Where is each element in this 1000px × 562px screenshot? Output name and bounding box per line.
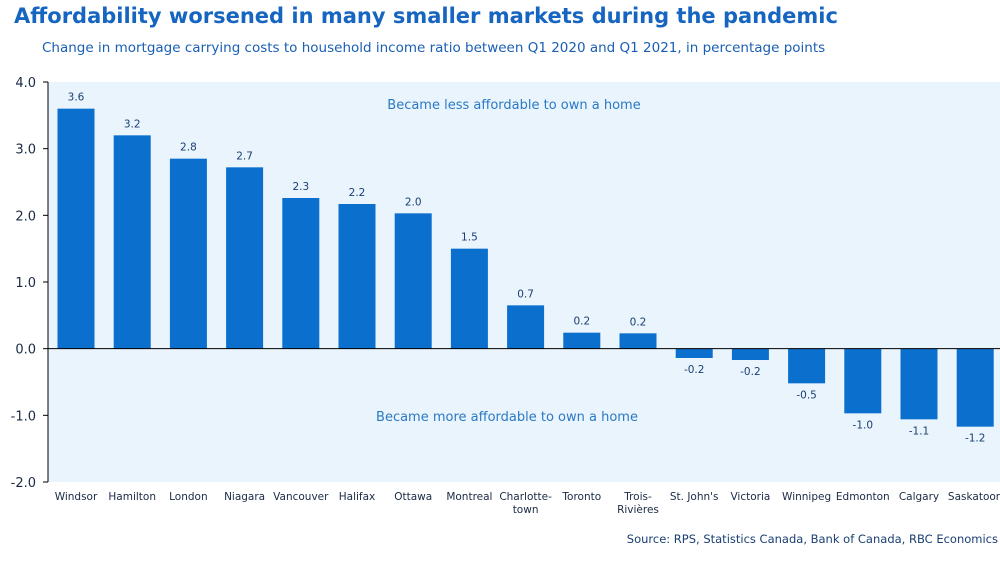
data-label: -1.2: [965, 433, 986, 445]
data-label: 2.8: [180, 142, 197, 154]
chart-title: Affordability worsened in many smaller m…: [14, 4, 838, 28]
bar: [900, 348, 938, 420]
annotation-more-affordable: Became more affordable to own a home: [376, 410, 638, 425]
data-label: -0.2: [684, 364, 705, 376]
x-tick-label: Saskatoon: [948, 491, 1000, 503]
x-tick-label: Toronto: [561, 491, 601, 503]
chart-subtitle: Change in mortgage carrying costs to hou…: [42, 40, 826, 56]
bar: [57, 108, 95, 349]
bar: [338, 204, 376, 349]
bar: [731, 348, 769, 360]
data-label: 3.6: [68, 92, 85, 104]
data-label: 2.2: [349, 187, 366, 199]
y-tick-label: 2.0: [15, 209, 36, 224]
bar: [226, 167, 264, 349]
bar: [282, 198, 320, 349]
x-tick-label: Winnipeg: [782, 491, 831, 503]
data-label: 2.7: [236, 150, 253, 162]
y-tick-label: -2.0: [11, 476, 36, 491]
bar: [169, 158, 207, 349]
x-tick-label: Windsor: [55, 491, 98, 503]
data-label: 2.0: [405, 196, 422, 208]
data-label: 3.2: [124, 118, 141, 130]
y-tick-label: -1.0: [11, 409, 36, 424]
bar: [788, 348, 826, 384]
x-tick-label: Calgary: [899, 491, 939, 503]
bar: [563, 332, 601, 349]
x-tick-label: St. John's: [670, 491, 719, 503]
data-label: 0.2: [573, 316, 590, 328]
y-tick-label: 4.0: [15, 76, 36, 91]
bar: [394, 213, 432, 349]
x-tick-label: Ottawa: [394, 491, 432, 503]
x-tick-label: London: [169, 491, 208, 503]
lower-region-shading: [48, 348, 1000, 482]
bar: [675, 348, 713, 358]
data-label: -1.1: [909, 425, 930, 437]
bar: [113, 135, 151, 349]
bar: [956, 348, 994, 427]
y-tick-label: 0.0: [15, 343, 36, 358]
data-label: 1.5: [461, 232, 478, 244]
y-tick-label: 3.0: [15, 143, 36, 158]
x-tick-label: Trois-Rivières: [617, 491, 659, 516]
x-tick-label: Halifax: [339, 491, 376, 503]
x-tick-label: Montreal: [446, 491, 492, 503]
data-label: -1.0: [853, 419, 874, 431]
bar: [619, 333, 657, 349]
x-tick-label: Edmonton: [836, 491, 890, 503]
data-label: 2.3: [292, 181, 309, 193]
x-tick-label: Charlotte-town: [499, 491, 552, 516]
x-tick-label: Niagara: [224, 491, 265, 503]
bar: [844, 348, 882, 414]
x-tick-label: Hamilton: [108, 491, 156, 503]
x-tick-label: Victoria: [730, 491, 770, 503]
x-tick-label: Vancouver: [273, 491, 329, 503]
data-label: -0.2: [740, 366, 761, 378]
data-label: 0.7: [517, 288, 534, 300]
bar: [450, 248, 488, 349]
data-label: 0.2: [630, 316, 647, 328]
source-note: Source: RPS, Statistics Canada, Bank of …: [626, 532, 998, 546]
data-label: -0.5: [796, 389, 817, 401]
annotation-less-affordable: Became less affordable to own a home: [387, 98, 640, 113]
y-tick-label: 1.0: [15, 276, 36, 291]
bar: [507, 305, 545, 349]
